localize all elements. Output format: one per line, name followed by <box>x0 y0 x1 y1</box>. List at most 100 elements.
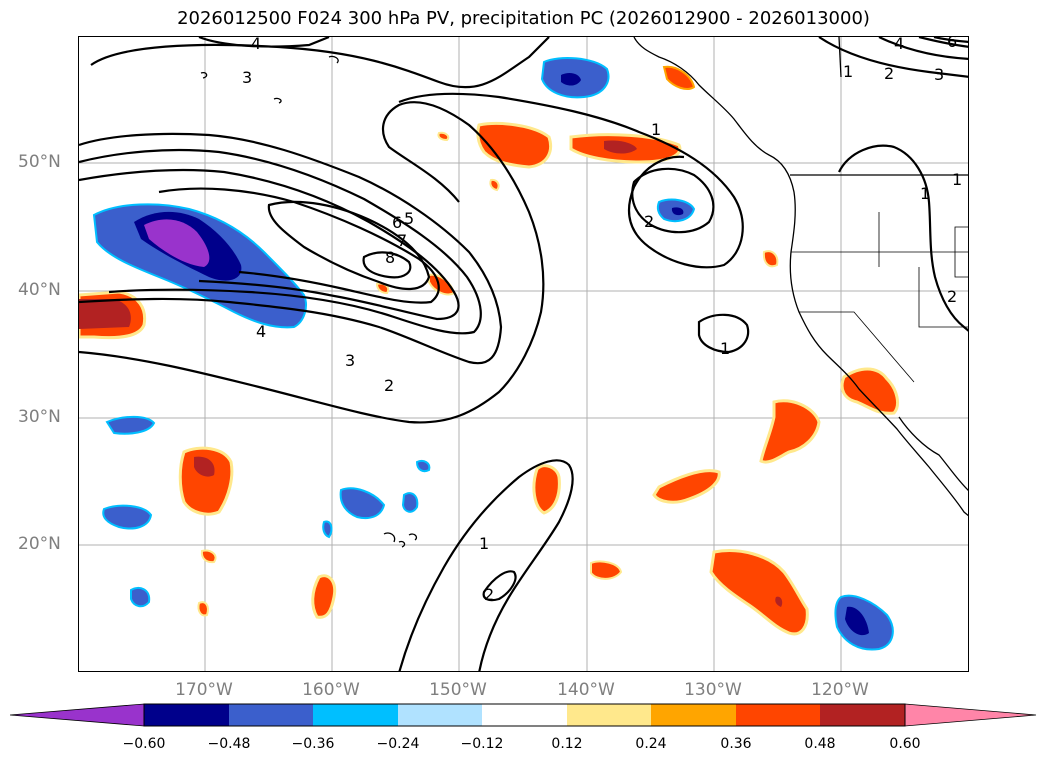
colorbar-tick: −0.24 <box>376 736 420 752</box>
contour-ring-5 <box>267 200 431 290</box>
coastlines <box>200 37 968 548</box>
precip-blob-pos-mid-4 <box>437 131 450 142</box>
state-border-3 <box>878 212 968 328</box>
plot-title: 2026012500 F024 300 hPa PV, precipitatio… <box>177 8 870 29</box>
colorbar-tick: −0.12 <box>460 736 504 752</box>
precip-blob-pos-south-east <box>709 549 809 636</box>
contour-label: 2 <box>884 64 894 83</box>
precip-blob-pos-small-2 <box>197 601 209 617</box>
aleutian-islands <box>200 55 339 104</box>
lon-label-140w: 140°W <box>557 680 615 700</box>
gulf-california-outline <box>898 416 968 491</box>
contour-label: 6 <box>947 37 957 51</box>
contour-2-low <box>631 167 715 234</box>
precip-blob-pos-mid-3 <box>489 178 500 192</box>
lon-label-150w: 150°W <box>429 680 487 700</box>
contour-ring-4 <box>158 187 440 304</box>
contour-label: 4 <box>251 37 261 53</box>
colorbar-segment <box>398 704 482 726</box>
lon-label-160w: 160°W <box>302 680 360 700</box>
precip-blob-neg-hawaii-south <box>130 586 151 608</box>
contour-label: 1 <box>920 184 930 203</box>
colorbar-segment <box>229 704 313 726</box>
contour-ring-3 <box>79 168 460 321</box>
colorbar-tick: −0.48 <box>207 736 251 752</box>
contour-3-north <box>90 37 550 89</box>
colorbar-segment <box>10 703 145 727</box>
colorbar-segment <box>820 704 905 726</box>
lake-outline <box>954 226 968 278</box>
contour-8-core <box>362 251 412 279</box>
lon-label-130w: 130°W <box>684 680 742 700</box>
colorbar-tick: 0.12 <box>551 736 583 752</box>
contour-ring-2 <box>79 148 482 335</box>
precip-blob-neg-hawaii-north <box>105 415 156 435</box>
colorbar-tick: −0.36 <box>291 736 335 752</box>
precip-blob-neg-gulf-core <box>561 72 581 86</box>
precip-blob-pos-small-3 <box>311 574 337 619</box>
precip-blob-pos-baja-west <box>759 399 821 464</box>
colorbar-segment <box>482 704 567 726</box>
contour-4-north <box>198 37 330 48</box>
contour-label: 1 <box>651 120 661 139</box>
precip-blob-pos-mid-south <box>532 464 561 515</box>
contour-label: 1 <box>479 534 489 553</box>
precip-blob-pos-northeast-core <box>604 140 637 154</box>
contour-label: 4 <box>256 322 266 341</box>
contour-label: 8 <box>385 248 395 267</box>
contour-5-ne <box>933 37 968 43</box>
precip-blob-neg-hawaii-east <box>401 492 419 513</box>
contour-label: 2 <box>484 585 494 604</box>
lon-label-170w: 170°W <box>175 680 233 700</box>
contour-label: 3 <box>934 65 944 84</box>
contour-1-small <box>697 313 750 354</box>
contour-3-ne <box>878 37 968 60</box>
contour-label: 2 <box>644 212 654 231</box>
colorbar-segment <box>567 704 651 726</box>
precip-blob-pos-south-central <box>590 560 623 580</box>
colorbar <box>10 703 1037 727</box>
contour-label: 1 <box>720 339 730 358</box>
precip-blob-pos-small-1 <box>200 549 217 564</box>
contour-label: 2 <box>384 376 394 395</box>
precip-blob-pos-hawaii-west <box>178 446 234 516</box>
colorbar-tick: −0.60 <box>122 736 166 752</box>
contour-label: 3 <box>242 68 252 87</box>
precip-blob-neg-west-peak <box>144 219 210 267</box>
precip-blob-pos-north-pacific <box>476 122 553 169</box>
contour-2-south <box>482 570 517 602</box>
lon-label-120w: 120°W <box>811 680 869 700</box>
lat-label-50n: 50°N <box>18 152 61 172</box>
contour-label: 3 <box>345 351 355 370</box>
precip-blob-neg-south-east-core <box>845 606 869 636</box>
contour-2-ne <box>818 37 968 78</box>
contour-label: 6 <box>392 213 402 232</box>
pv-contours <box>79 37 968 671</box>
map-canvas: 4 3 4 3 2 6 5 7 8 1 2 1 2 3 4 6 1 1 1 2 … <box>79 37 968 671</box>
contour-label: 1 <box>952 170 962 189</box>
contour-1-ridge <box>398 92 744 269</box>
precip-blob-neg-offshore-core <box>671 207 684 216</box>
lat-label-40n: 40°N <box>18 280 61 300</box>
precipitation-field <box>79 57 899 651</box>
precip-blob-pos-oregon <box>762 250 779 268</box>
contour-label: 5 <box>404 209 414 228</box>
west-coast-outline <box>633 37 968 517</box>
colorbar-tick: 0.60 <box>889 736 921 752</box>
map-panel: 4 3 4 3 2 6 5 7 8 1 2 1 2 3 4 6 1 1 1 2 … <box>78 36 969 672</box>
lat-label-20n: 20°N <box>18 534 61 554</box>
contour-label: 1 <box>843 62 853 81</box>
colorbar-tick: 0.24 <box>635 736 667 752</box>
precip-blob-pos-socal <box>840 367 899 415</box>
contour-1-south <box>398 459 574 671</box>
colorbar-segment <box>736 704 820 726</box>
contour-outer <box>79 132 503 365</box>
precip-blob-pos-central-east <box>652 469 721 504</box>
contour-label: 2 <box>947 287 957 306</box>
hawaii-islands-outline <box>383 532 418 548</box>
precip-blob-pos-west-edge-core <box>79 299 131 329</box>
precip-blob-pos-south-east-core <box>775 596 783 607</box>
contour-label-group: 4 3 4 3 2 6 5 7 8 1 2 1 2 3 4 6 1 1 1 2 … <box>242 37 962 604</box>
lat-label-30n: 30°N <box>18 407 61 427</box>
colorbar-segment <box>651 704 736 726</box>
